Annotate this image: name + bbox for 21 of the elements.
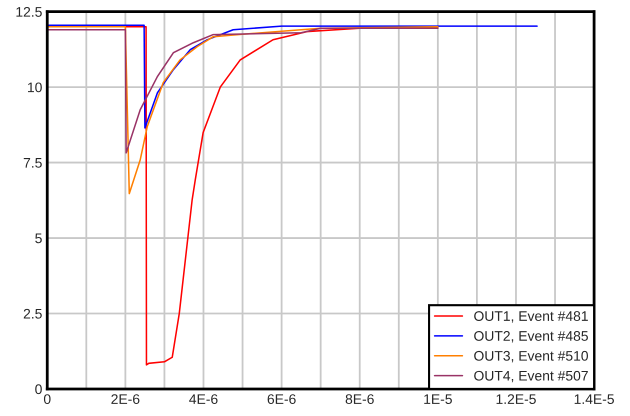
legend-label: OUT3, Event #510 xyxy=(474,350,588,362)
y-tick-label: 0 xyxy=(35,384,42,394)
line-series xyxy=(47,27,439,154)
y-tick-label: 7.5 xyxy=(24,158,42,168)
y-tick-label: 10 xyxy=(28,82,42,92)
legend-label: OUT4, Event #507 xyxy=(474,370,588,382)
line-series xyxy=(47,26,439,194)
x-tick-label: 1.2E-5 xyxy=(496,394,536,404)
x-tick-label: 1E-5 xyxy=(424,394,452,404)
x-tick-label: 4E-6 xyxy=(189,394,218,404)
x-tick-label: 1.4E-5 xyxy=(574,394,614,404)
x-tick-label: 2E-6 xyxy=(111,394,140,404)
legend-label: OUT1, Event #481 xyxy=(474,311,588,323)
x-tick-label: 6E-6 xyxy=(268,394,296,404)
y-tick-label: 12.5 xyxy=(16,6,42,17)
y-tick-label: 5 xyxy=(35,234,42,244)
line-series xyxy=(47,24,538,129)
legend-label: OUT2, Event #485 xyxy=(474,331,588,343)
x-tick-label: 0 xyxy=(44,394,51,404)
x-tick-label: 8E-6 xyxy=(346,394,374,404)
y-tick-label: 2.5 xyxy=(24,308,42,319)
